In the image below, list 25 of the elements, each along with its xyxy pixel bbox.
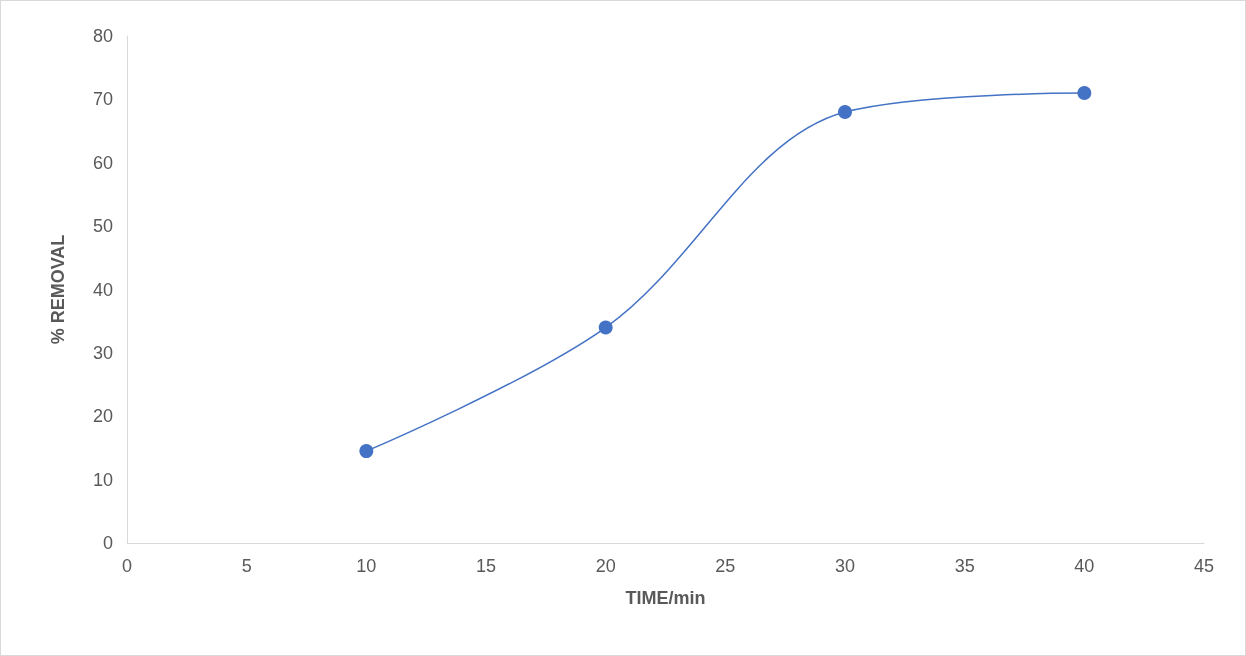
x-tick-label: 45 — [1193, 556, 1215, 576]
y-tick-label: 70 — [92, 89, 113, 110]
y-tick-label: 50 — [92, 216, 113, 237]
point — [1077, 86, 1092, 101]
y-tick-label: 20 — [92, 406, 113, 427]
point — [598, 320, 613, 335]
y-tick-label: 80 — [92, 26, 113, 46]
x-tick-label: 5 — [241, 556, 252, 576]
y-tick-label: 30 — [92, 342, 113, 363]
x-tick-label: 25 — [715, 556, 736, 576]
y-tick-label: 40 — [92, 279, 113, 300]
x-tick-label: 10 — [356, 556, 377, 576]
x-tick-label: 20 — [595, 556, 616, 576]
point — [838, 105, 852, 120]
y-tick-label: 10 — [92, 469, 113, 490]
x-tick-label: 35 — [954, 556, 975, 576]
y-tick-label: 60 — [92, 152, 113, 173]
y-tick-label: 0 — [102, 533, 113, 553]
x-tick-label: 15 — [475, 556, 497, 576]
point — [359, 444, 374, 459]
x-tick-label: 30 — [834, 556, 856, 576]
y-axis-title: % REMOVAL — [48, 234, 68, 345]
x-tick-label: 40 — [1074, 556, 1095, 576]
x-axis-title: TIME/min — [625, 588, 706, 608]
x-tick-label: 0 — [121, 556, 133, 576]
